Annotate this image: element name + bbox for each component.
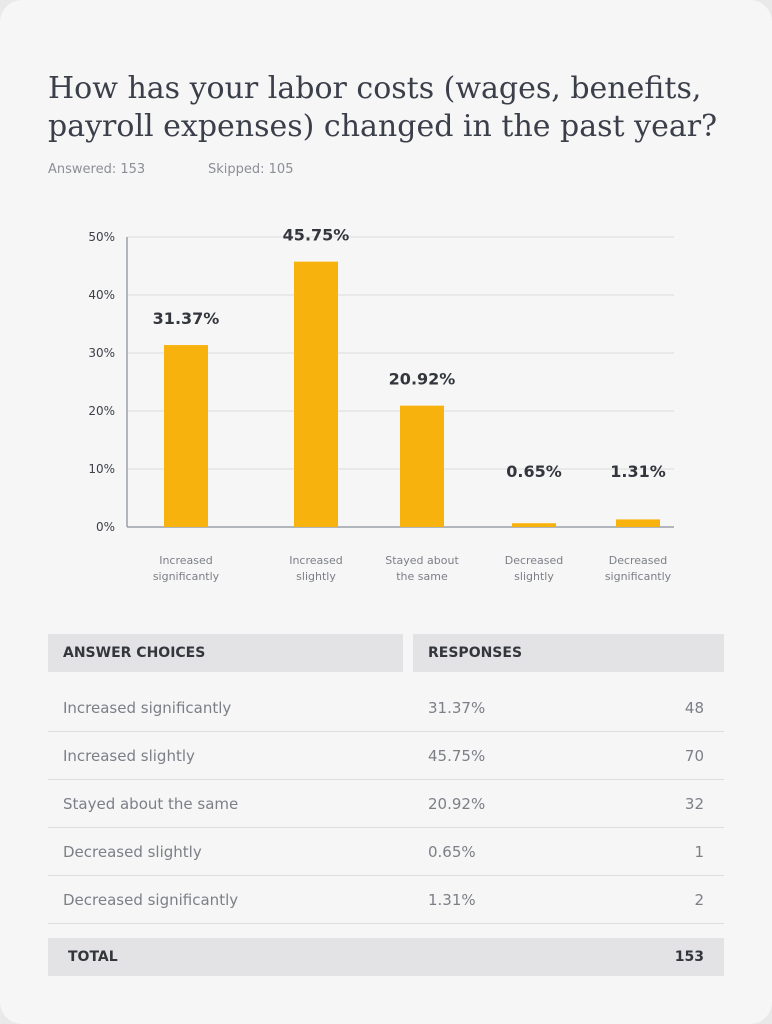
responses-header: RESPONSES: [413, 634, 724, 672]
table-row: Stayed about the same 20.92% 32: [48, 780, 724, 828]
choice-label: Increased slightly: [63, 747, 195, 765]
response-percent: 0.65%: [428, 843, 476, 861]
category-label: slightly: [514, 570, 554, 583]
response-percent: 1.31%: [428, 891, 476, 909]
response-percent: 45.75%: [428, 747, 486, 765]
y-tick-label: 40%: [88, 288, 115, 302]
y-tick-label: 30%: [88, 346, 115, 360]
bar-chart: 0% 10% 20% 30% 40% 50% 31.37% Increased signific…: [88, 226, 674, 583]
total-value: 153: [674, 949, 704, 965]
choice-label: Decreased slightly: [63, 843, 202, 861]
category-label: significantly: [605, 570, 672, 583]
table-row: Decreased significantly 1.31% 2: [48, 876, 724, 924]
question-title: How has your labor costs (wages, benefit…: [48, 71, 718, 144]
y-tick-label: 50%: [88, 230, 115, 244]
choice-label: Stayed about the same: [63, 795, 239, 813]
category-label: Decreased: [609, 554, 668, 567]
bar: [616, 519, 660, 527]
bar: [294, 261, 338, 527]
response-count: 32: [684, 795, 704, 813]
category-label: Increased: [159, 554, 213, 567]
table-row: Decreased slightly 0.65% 1: [48, 828, 724, 876]
total-row: TOTAL 153: [48, 938, 724, 976]
bar: [512, 523, 556, 527]
category-label: Increased: [289, 554, 343, 567]
response-percent: 31.37%: [428, 699, 486, 717]
data-label: 20.92%: [389, 370, 456, 389]
response-count: 70: [684, 747, 704, 765]
answered-count: Answered: 153: [48, 162, 146, 177]
category-label: slightly: [296, 570, 336, 583]
answer-choices-header: ANSWER CHOICES: [48, 634, 403, 672]
response-count: 48: [684, 699, 704, 717]
table-row: Increased significantly 31.37% 48: [48, 684, 724, 732]
bar: [400, 405, 444, 527]
category-label: the same: [396, 570, 448, 583]
y-tick-label: 10%: [88, 462, 115, 476]
choice-label: Increased significantly: [63, 699, 232, 717]
response-count: 2: [694, 891, 704, 909]
table-row: Increased slightly 45.75% 70: [48, 732, 724, 780]
skipped-count: Skipped: 105: [208, 162, 294, 177]
data-label: 31.37%: [153, 309, 220, 328]
category-label: Stayed about: [385, 554, 459, 567]
response-count: 1: [694, 843, 704, 861]
bar: [164, 345, 208, 527]
data-label: 0.65%: [506, 462, 562, 481]
y-tick-label: 20%: [88, 404, 115, 418]
category-label: significantly: [153, 570, 220, 583]
data-label: 1.31%: [610, 462, 666, 481]
category-label: Decreased: [505, 554, 564, 567]
choice-label: Decreased significantly: [63, 891, 239, 909]
y-tick-label: 0%: [96, 520, 115, 534]
data-label: 45.75%: [283, 226, 350, 245]
response-percent: 20.92%: [428, 795, 486, 813]
total-label: TOTAL: [68, 949, 118, 965]
